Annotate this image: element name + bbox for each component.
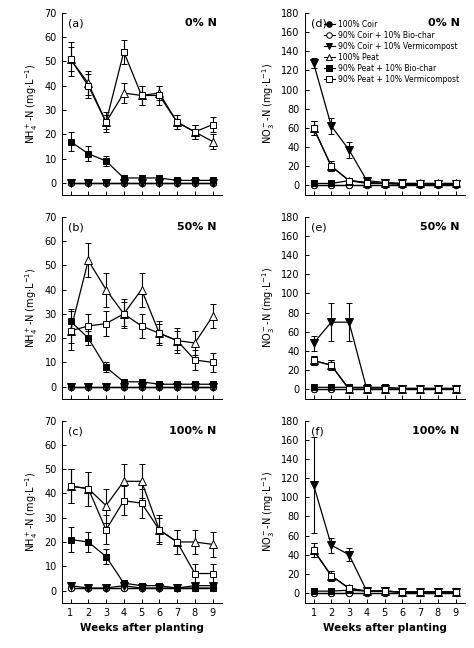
X-axis label: Weeks after planting: Weeks after planting: [80, 623, 203, 633]
Y-axis label: NO$_3^-$-N (mg·L$^{-1}$): NO$_3^-$-N (mg·L$^{-1}$): [260, 471, 277, 552]
X-axis label: Weeks after planting: Weeks after planting: [323, 623, 447, 633]
Text: (b): (b): [68, 222, 84, 232]
Text: 100% N: 100% N: [412, 426, 460, 436]
Text: 100% N: 100% N: [169, 426, 217, 436]
Y-axis label: NH$_4^+$-N (mg·L$^{-1}$): NH$_4^+$-N (mg·L$^{-1}$): [23, 472, 40, 552]
Text: 0% N: 0% N: [428, 18, 460, 29]
Y-axis label: NH$_4^+$-N (mg·L$^{-1}$): NH$_4^+$-N (mg·L$^{-1}$): [23, 268, 40, 348]
Text: (c): (c): [68, 426, 83, 436]
Text: (f): (f): [311, 426, 324, 436]
Y-axis label: NO$_3^-$-N (mg·L$^{-1}$): NO$_3^-$-N (mg·L$^{-1}$): [260, 267, 277, 349]
Y-axis label: NO$_3^-$-N (mg·L$^{-1}$): NO$_3^-$-N (mg·L$^{-1}$): [260, 64, 277, 145]
Text: (d): (d): [311, 18, 327, 29]
Y-axis label: NH$_4^+$-N (mg·L$^{-1}$): NH$_4^+$-N (mg·L$^{-1}$): [23, 64, 40, 144]
Text: (a): (a): [68, 18, 83, 29]
Text: 50% N: 50% N: [177, 222, 217, 232]
Text: (e): (e): [311, 222, 327, 232]
Legend: 100% Coir, 90% Coir + 10% Bio-char, 90% Coir + 10% Vermicompost, 100% Peat, 90% : 100% Coir, 90% Coir + 10% Bio-char, 90% …: [322, 19, 461, 85]
Text: 0% N: 0% N: [185, 18, 217, 29]
Text: 50% N: 50% N: [420, 222, 460, 232]
